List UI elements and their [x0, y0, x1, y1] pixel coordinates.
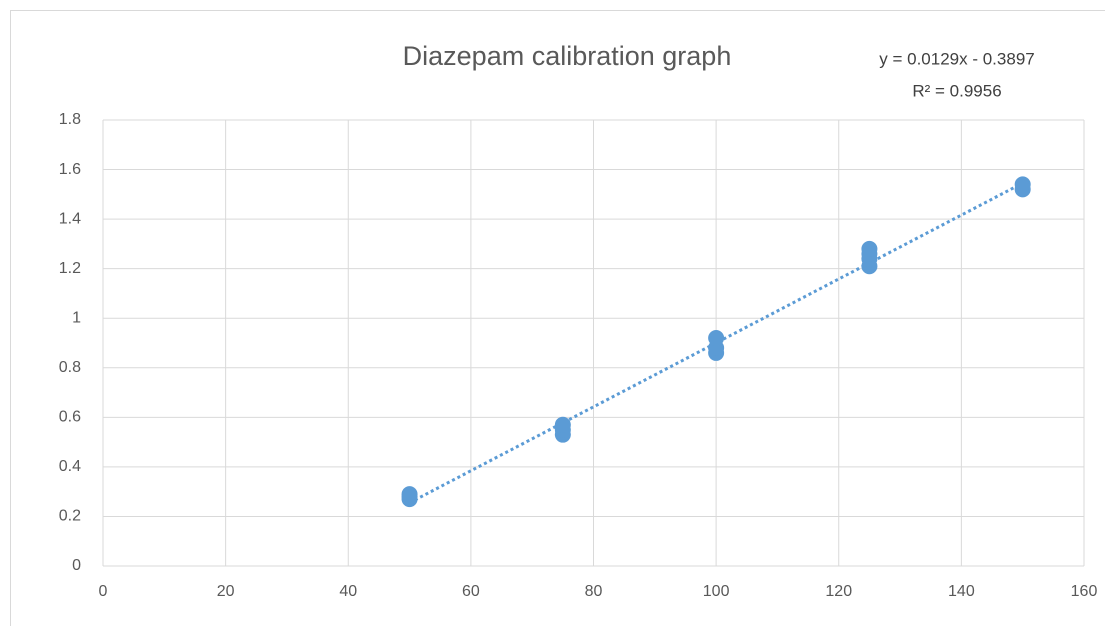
y-tick-label: 0.6 — [59, 409, 81, 426]
x-tick-label: 60 — [462, 583, 480, 600]
x-tick-label: 40 — [339, 583, 357, 600]
point — [1014, 176, 1031, 193]
y-tick-label: 1.2 — [59, 260, 81, 277]
x-tick-label: 160 — [1071, 583, 1098, 600]
chart-title: Diazepam calibration graph — [403, 41, 732, 71]
y-tick-label: 1.6 — [59, 161, 81, 178]
x-tick-label: 80 — [585, 583, 603, 600]
y-tick-label: 1.8 — [59, 111, 81, 128]
point — [401, 486, 418, 503]
x-tick-label: 140 — [948, 583, 975, 600]
y-tick-label: 1.4 — [59, 210, 81, 227]
y-tick-label: 0.8 — [59, 359, 81, 376]
x-tick-label: 100 — [703, 583, 730, 600]
y-tick-label: 1 — [72, 309, 81, 326]
y-tick-label: 0 — [72, 557, 81, 574]
y-tick-label: 0.2 — [59, 508, 81, 525]
x-tick-label: 0 — [99, 583, 108, 600]
x-tick-label: 20 — [217, 583, 235, 600]
trendline-r2: R² = 0.9956 — [912, 81, 1001, 100]
x-tick-label: 120 — [825, 583, 852, 600]
trendline — [408, 181, 1024, 505]
point — [708, 330, 725, 347]
trendline-equation: y = 0.0129x - 0.3897 — [879, 49, 1034, 68]
y-tick-label: 0.4 — [59, 458, 81, 475]
point — [554, 416, 571, 433]
point — [861, 240, 878, 257]
